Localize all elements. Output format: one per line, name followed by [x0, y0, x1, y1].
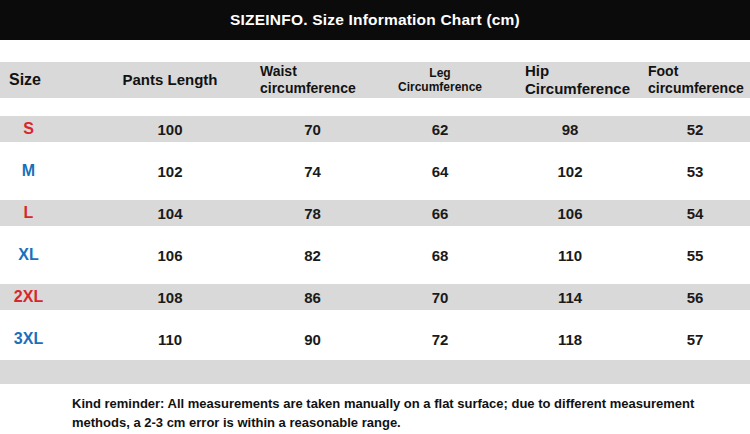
measurement-value: 68 — [380, 247, 500, 264]
col-header-waist-circumference: Waist circumference — [245, 63, 380, 97]
table-row: 3XL 110 90 72 118 57 — [0, 326, 750, 352]
table-row: M 102 74 64 102 53 — [0, 158, 750, 184]
measurement-value: 86 — [245, 289, 380, 306]
size-chart-page: SIZEINFO. Size Information Chart (cm) Si… — [0, 0, 750, 434]
measurement-value: 104 — [95, 205, 245, 222]
measurement-value: 72 — [380, 331, 500, 348]
size-table-body: S 100 70 62 98 52 M 102 74 64 102 53 L 1… — [0, 116, 750, 352]
col-header-foot-circumference: Foot circumference — [640, 63, 750, 97]
measurement-value: 55 — [640, 247, 750, 264]
col-header-leg-circumference: Leg Circumference — [380, 66, 500, 94]
measurement-value: 90 — [245, 331, 380, 348]
measurement-value: 70 — [245, 121, 380, 138]
table-row: XL 106 82 68 110 55 — [0, 242, 750, 268]
measurement-value: 70 — [380, 289, 500, 306]
size-label: 2XL — [0, 288, 95, 306]
measurement-value: 82 — [245, 247, 380, 264]
measurement-value: 102 — [500, 163, 640, 180]
measurement-value: 78 — [245, 205, 380, 222]
measurement-value: 53 — [640, 163, 750, 180]
reminder-note: Kind reminder: All measurements are take… — [72, 394, 712, 432]
measurement-value: 106 — [95, 247, 245, 264]
measurement-value: 64 — [380, 163, 500, 180]
col-header-hip-circumference: Hip Circumference — [500, 62, 640, 98]
measurement-value: 62 — [380, 121, 500, 138]
table-header-row: Size Pants Length Waist circumference Le… — [0, 62, 750, 98]
measurement-value: 54 — [640, 205, 750, 222]
page-title: SIZEINFO. Size Information Chart (cm) — [230, 11, 520, 29]
size-label: XL — [0, 246, 95, 264]
measurement-value: 74 — [245, 163, 380, 180]
col-header-size: Size — [0, 72, 95, 88]
col-header-pants-length: Pants Length — [95, 72, 245, 88]
table-row: 2XL 108 86 70 114 56 — [0, 284, 750, 310]
measurement-value: 102 — [95, 163, 245, 180]
measurement-value: 57 — [640, 331, 750, 348]
size-label: M — [0, 162, 95, 180]
measurement-value: 108 — [95, 289, 245, 306]
measurement-value: 118 — [500, 331, 640, 348]
size-label: L — [0, 204, 95, 222]
measurement-value: 110 — [95, 331, 245, 348]
table-row: S 100 70 62 98 52 — [0, 116, 750, 142]
size-label: S — [0, 120, 95, 138]
measurement-value: 106 — [500, 205, 640, 222]
measurement-value: 114 — [500, 289, 640, 306]
size-label: 3XL — [0, 330, 95, 348]
measurement-value: 56 — [640, 289, 750, 306]
bottom-stripe — [0, 360, 750, 384]
measurement-value: 66 — [380, 205, 500, 222]
measurement-value: 52 — [640, 121, 750, 138]
measurement-value: 98 — [500, 121, 640, 138]
measurement-value: 100 — [95, 121, 245, 138]
table-row: L 104 78 66 106 54 — [0, 200, 750, 226]
title-bar: SIZEINFO. Size Information Chart (cm) — [0, 0, 750, 40]
measurement-value: 110 — [500, 247, 640, 264]
